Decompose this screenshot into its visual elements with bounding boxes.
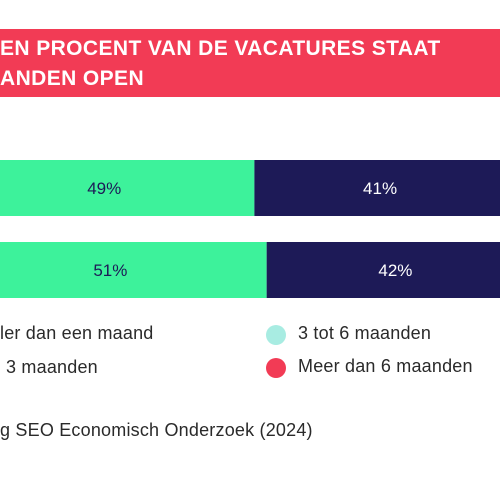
legend-label-meer-dan-6-maanden: Meer dan 6 maanden [298, 356, 473, 376]
bar-row2-segment2 [266, 242, 500, 298]
source-note: g SEO Economisch Onderzoek (2024) [0, 420, 313, 440]
bar-row2-segment1 [0, 242, 267, 298]
bar-row1-segment1 [0, 160, 255, 216]
bar-row1-segment2 [254, 160, 500, 216]
data-label-row2-segment1: 51% [93, 261, 127, 280]
data-label-row1-segment2: 41% [363, 179, 397, 198]
legend-dot-meer-dan-6-maanden [266, 358, 286, 378]
legend-dot-3-tot-6-maanden [266, 325, 286, 345]
title-banner: EN PROCENT VAN DE VACATURES STAAT ANDEN … [0, 29, 500, 97]
legend-label-minder-dan-een-maand: ler dan een maand [0, 323, 154, 343]
title-line-1: EN PROCENT VAN DE VACATURES STAAT [0, 37, 441, 60]
data-label-row1-segment1: 49% [87, 179, 121, 198]
stacked-bar-chart: 49% 41% 51% 42% [0, 160, 500, 298]
data-label-row2-segment2: 42% [378, 261, 412, 280]
legend-label-3-tot-6-maanden: 3 tot 6 maanden [298, 323, 432, 343]
title-line-2: ANDEN OPEN [0, 67, 145, 90]
legend-label-1-tot-3-maanden: 3 maanden [6, 357, 98, 377]
